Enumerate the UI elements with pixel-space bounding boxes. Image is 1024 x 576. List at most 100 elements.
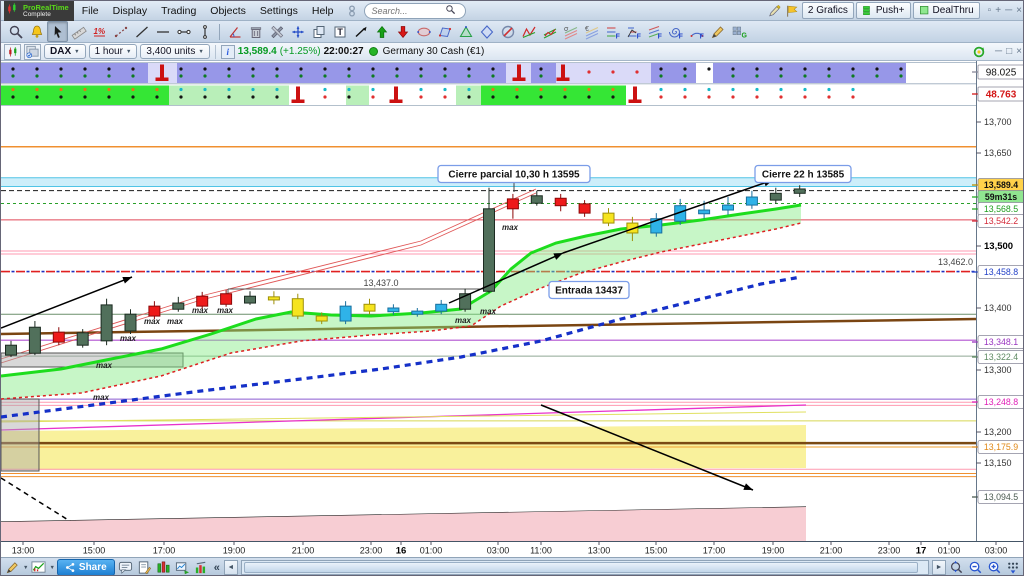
svg-text:F: F [699,33,704,39]
fib-channel-icon[interactable]: F [644,21,665,42]
pin-icon[interactable]: + [995,4,1002,16]
info-icon[interactable]: i [220,44,235,59]
angle-icon[interactable] [224,21,245,42]
push-button[interactable]: Push+ [855,2,911,19]
zoom-out-icon[interactable] [967,559,984,575]
text-icon[interactable]: T [329,21,350,42]
positions-icon[interactable] [155,559,172,575]
candle [363,298,376,315]
close-icon[interactable]: × [1016,4,1022,16]
zoom-fit-icon[interactable] [948,559,965,575]
menu-display[interactable]: Display [112,4,148,17]
h-scrollbar-thumb[interactable] [243,562,919,573]
ruler-icon[interactable] [68,21,89,42]
minimize-icon[interactable]: ─ [1005,4,1013,16]
dealthru-button[interactable]: DealThru [912,2,980,19]
fib-retracement-icon[interactable]: F [602,21,623,42]
grid-icon[interactable]: G [728,21,749,42]
max-label: max [192,306,209,315]
move-icon[interactable] [287,21,308,42]
snapshot-icon[interactable] [174,559,191,575]
refresh-icon[interactable] [972,45,986,59]
flag-icon[interactable] [785,4,799,18]
search-input[interactable] [369,4,446,17]
quadrilateral-icon[interactable] [434,21,455,42]
delete-icon[interactable] [245,21,266,42]
trend-arrow[interactable] [448,252,564,304]
magnifier-icon[interactable] [5,21,26,42]
regression-channel-icon[interactable]: € [581,21,602,42]
scroll-right-button[interactable]: ► [932,560,946,575]
ellipse-icon[interactable] [413,21,434,42]
restore-icon[interactable]: ▫ [987,4,992,16]
arrow-up-icon[interactable] [371,21,392,42]
h-scrollbar[interactable] [240,560,929,575]
trend-arrow[interactable] [1,276,133,329]
timeframe-select[interactable]: 1 hour ▼ [88,44,138,59]
vertical-segment-icon[interactable] [194,21,215,42]
arc-icon[interactable]: F [686,21,707,42]
maximize-icon[interactable]: □ [1006,45,1013,57]
annotation-callout[interactable]: Entrada 13437 [548,280,630,300]
link-icon[interactable] [345,4,359,18]
chart-mode-icon[interactable] [30,559,47,575]
rhombus-icon[interactable] [476,21,497,42]
trend-line-icon[interactable] [131,21,152,42]
std-dev-channel-icon[interactable]: σ [560,21,581,42]
display-options-icon[interactable] [1005,559,1022,575]
duplicate-icon[interactable] [308,21,329,42]
price-scale[interactable]: 13,700 13,650 13,500 13,400 13,300 13,200 13,1… [972,61,1024,541]
draw-mode-icon[interactable] [768,4,782,18]
units-select[interactable]: 3,400 units ▼ [140,44,210,59]
dotted-segment-icon[interactable] [110,21,131,42]
fib-expansion-icon[interactable]: F [623,21,644,42]
percent-variation-icon[interactable]: 1% [89,21,110,42]
search-box[interactable] [364,2,467,19]
collapse-icon[interactable]: « [213,561,220,574]
annotation-callout[interactable]: Cierre parcial 10,30 h 13595 [437,164,591,193]
annotation-callout[interactable]: Cierre 22 h 13585 [754,164,852,184]
scale-price-box: 13,175.9 [984,442,1018,452]
order-note-icon[interactable] [136,559,153,575]
arrow-icon[interactable] [350,21,371,42]
menu-help[interactable]: Help [311,4,334,17]
menu-file[interactable]: File [81,4,99,17]
pattern-wedge-icon[interactable] [518,21,539,42]
chevron-down-icon[interactable]: ▼ [49,564,55,571]
dealthru-square-icon [919,5,930,16]
zoom-in-icon[interactable] [986,559,1003,575]
minimize-icon[interactable]: ─ [995,45,1003,57]
freehand-icon[interactable] [707,21,728,42]
segment-icon[interactable] [173,21,194,42]
scroll-left-button[interactable]: ◄ [223,560,238,575]
candlestick-style-icon[interactable] [4,43,21,60]
alerts-bell-icon[interactable] [26,21,47,42]
symbol-select[interactable]: DAX ▼ [44,44,86,59]
pattern-channel-icon[interactable] [539,21,560,42]
backtest-icon[interactable] [193,559,210,575]
draw-tool-icon[interactable] [4,559,21,575]
grafics-button[interactable]: 2 Grafics [801,2,854,19]
menu-objects[interactable]: Objects [210,4,246,17]
time-axis[interactable]: 13:00 15:00 17:00 19:00 21:00 23:00 16 01:00 03:… [1,541,1024,557]
svg-text:€: € [585,26,589,33]
window-layout-icon[interactable] [24,43,41,60]
menu-settings[interactable]: Settings [259,4,298,17]
spiral-icon[interactable]: F [665,21,686,42]
share-button[interactable]: Share [56,559,115,575]
menu-trading[interactable]: Trading [161,4,197,17]
close-icon[interactable]: × [1016,45,1022,57]
triangle-icon[interactable] [455,21,476,42]
drawing-settings-icon[interactable] [266,21,287,42]
app-logo[interactable]: ProRealTime Complete [4,1,74,21]
horizontal-line-icon[interactable] [152,21,173,42]
arrow-down-icon[interactable] [392,21,413,42]
forbidden-icon[interactable] [497,21,518,42]
chevron-down-icon[interactable]: ▼ [23,564,29,571]
trend-arrow[interactable] [540,404,754,491]
cursor-icon[interactable] [47,21,68,42]
chat-icon[interactable] [117,559,134,575]
